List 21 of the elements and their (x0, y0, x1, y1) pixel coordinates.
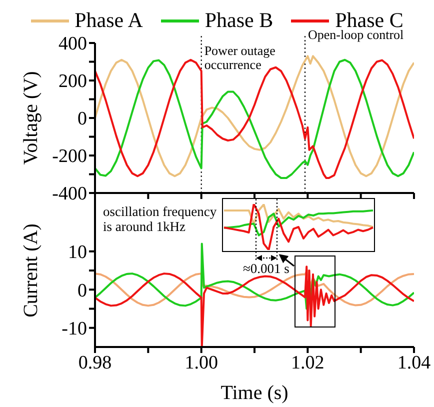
y-axis-title: Voltage (V) (20, 71, 42, 165)
x-tick-label: 0.98 (78, 352, 112, 374)
y-tick-label: 10 (68, 242, 87, 264)
y-axis-title: Current (A) (20, 224, 42, 318)
y-tick-label: 400 (58, 34, 87, 55)
x-tick-label: 1.04 (397, 352, 432, 374)
x-axis-title: Time (s) (220, 382, 288, 404)
ref-line-label: Power outage occurrence (204, 43, 276, 72)
annotation: ≈0.001 s (243, 261, 290, 276)
y-tick-label: 0 (78, 280, 87, 302)
legend-label: Phase A (74, 8, 143, 33)
y-tick-label: -400 (52, 184, 87, 205)
y-tick-label: 200 (58, 71, 87, 92)
ref-line-label: Open-loop control (308, 27, 404, 42)
annotation: oscillation frequency is around 1kHz (103, 204, 218, 234)
y-tick-label: -200 (52, 146, 87, 168)
y-tick-label: 0 (78, 108, 87, 130)
y-tick-label: -10 (62, 318, 87, 340)
x-tick-label: 1.00 (184, 352, 218, 374)
x-tick-label: 1.02 (291, 352, 324, 374)
legend-label: Phase B (204, 8, 274, 33)
